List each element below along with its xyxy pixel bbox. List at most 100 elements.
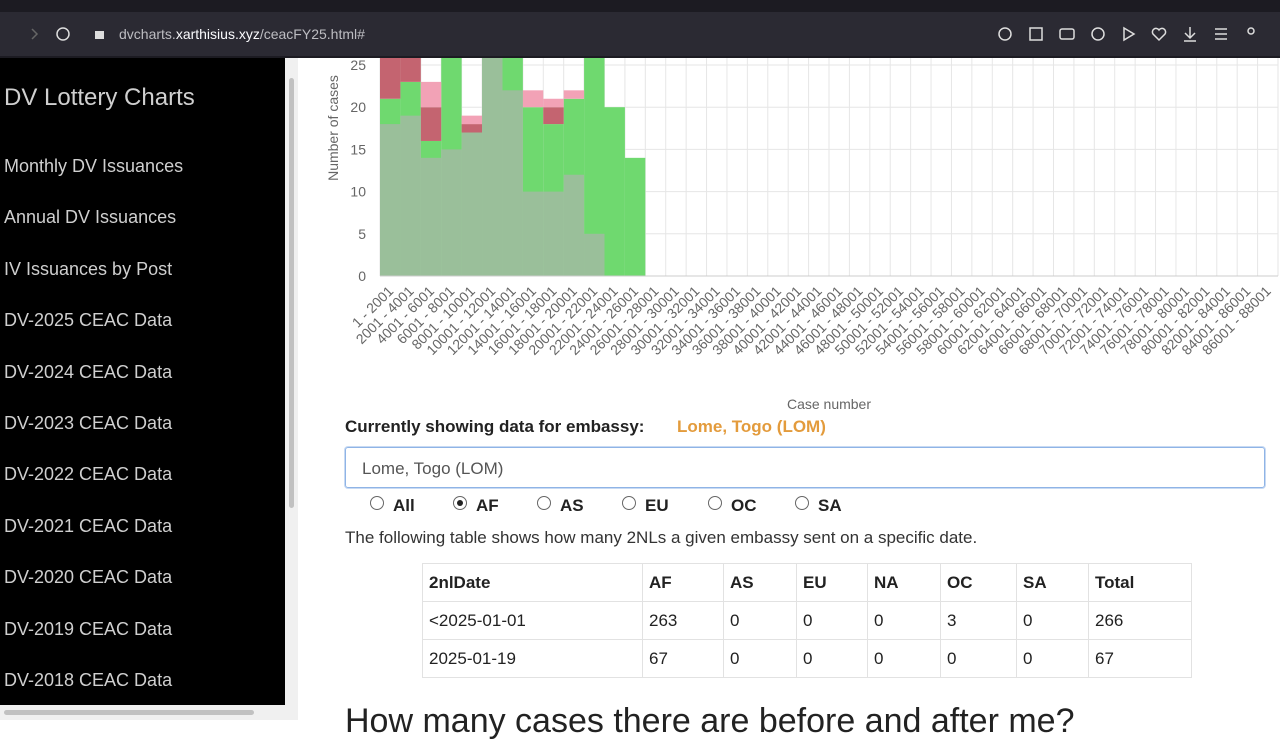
sidebar-link[interactable]: Monthly DV Issuances [4, 156, 184, 176]
scrollbar [0, 705, 298, 720]
input-text: Lome, Togo (LOM) [362, 459, 504, 478]
sidebar-link[interactable]: DV-2019 CEAC Data [4, 618, 173, 639]
scrollbar [285, 58, 298, 705]
radio-button[interactable] [708, 496, 722, 510]
shield-icon[interactable] [1091, 27, 1105, 41]
overlay-bar [461, 132, 483, 276]
overlay-bar [522, 191, 544, 276]
cell: 0 [1016, 639, 1089, 678]
forward-icon[interactable] [31, 28, 39, 40]
overlay-bar [584, 233, 605, 276]
bar-segment [380, 58, 401, 99]
table-row: <2025-01-01 263 0 0 0 3 0 266 [422, 601, 1192, 640]
radio-button[interactable] [453, 496, 467, 510]
url-path: /ceacFY25.html# [259, 26, 365, 42]
embassy-value: Lome, Togo (LOM) [677, 417, 826, 436]
embassy-label: Currently showing data for embassy: [345, 417, 645, 436]
y-tick-label: 5 [358, 226, 366, 242]
radio-label[interactable]: SA [818, 496, 842, 515]
cell: 263 [642, 601, 724, 640]
table-header: 2nlDate AF AS EU NA OC SA Total [422, 563, 1192, 602]
cell: 67 [1088, 639, 1192, 678]
play-icon[interactable] [1123, 26, 1136, 42]
radio-label[interactable]: AS [560, 496, 584, 515]
overlay-bar [502, 90, 523, 276]
reload-icon[interactable] [56, 27, 70, 41]
cell: 0 [867, 639, 941, 678]
embassy-input[interactable]: Lome, Togo (LOM) [345, 447, 1265, 488]
sidebar-link[interactable]: DV-2025 CEAC Data [4, 310, 173, 331]
header-cell: AF [642, 563, 724, 602]
bar-segment [584, 58, 605, 277]
header-cell: OC [940, 563, 1017, 602]
bar-segment [563, 90, 585, 99]
zoom-icon[interactable] [998, 27, 1012, 41]
sidebar-link[interactable]: DV-2022 CEAC Data [4, 464, 173, 485]
cell: 67 [642, 639, 724, 678]
header-cell: EU [796, 563, 868, 602]
overlay-bar [543, 191, 564, 276]
radio-button[interactable] [795, 496, 809, 510]
url-host: xarthisius.xyz [175, 26, 260, 42]
radio-label[interactable]: AF [476, 496, 499, 515]
bar-segment [420, 107, 442, 141]
browser-toolbar: dvcharts.xarthisius.xyz/ceacFY25.html# [0, 12, 1280, 56]
cell: 3 [940, 601, 1017, 640]
radio-label[interactable]: OC [731, 496, 757, 515]
cell: 2025-01-19 [422, 639, 643, 678]
header-cell: SA [1016, 563, 1089, 602]
cell: 0 [723, 639, 797, 678]
overlay-bar [441, 149, 462, 276]
menu-icon[interactable] [1215, 28, 1227, 40]
url[interactable]: dvcharts.xarthisius.xyz/ceacFY25.html# [119, 26, 365, 42]
y-tick-label: 20 [350, 99, 366, 115]
url-prefix: dvcharts. [119, 26, 176, 42]
sidebar-link[interactable]: DV-2018 CEAC Data [4, 670, 173, 690]
cell: 0 [723, 601, 797, 640]
radio-button[interactable] [370, 496, 384, 510]
sidebar-link[interactable]: DV-2021 CEAC Data [4, 515, 173, 536]
bar-segment [461, 124, 483, 133]
sidebar-link[interactable]: DV-2023 CEAC Data [4, 413, 173, 433]
bar-segment [624, 157, 646, 276]
sidebar-link[interactable]: Annual DV Issuances [4, 207, 177, 228]
y-tick-label: 15 [350, 141, 366, 157]
y-tick-label: 25 [350, 57, 366, 73]
table: 2nlDate AF AS EU NA OC SA Total <2025-01-01 263 0 0… [422, 563, 1192, 678]
bar-segment [461, 115, 483, 125]
account-icon[interactable] [1247, 27, 1255, 35]
section-heading: How many cases there are before and afte… [345, 702, 1075, 740]
heart-icon[interactable] [1151, 27, 1167, 42]
radio-label[interactable]: EU [645, 496, 669, 515]
sidebar-link[interactable]: DV-2024 CEAC Data [4, 361, 173, 382]
sidebar-link[interactable]: DV-2020 CEAC Data [4, 567, 173, 588]
header-cell: NA [867, 563, 941, 602]
bar-segment [420, 81, 442, 108]
cell: 0 [1016, 601, 1089, 640]
radio-button[interactable] [537, 496, 551, 510]
header-cell: 2nlDate [422, 563, 643, 602]
overlay-bar [380, 124, 401, 276]
cell: 266 [1088, 601, 1192, 640]
sidebar-title: DV Lottery Charts [4, 84, 195, 111]
table-row: 2025-01-19 67 0 0 0 0 0 67 [422, 639, 1192, 678]
header-cell: AS [723, 563, 797, 602]
cell: 0 [867, 601, 941, 640]
sidebar-link[interactable]: IV Issuances by Post [4, 258, 173, 279]
toolbar-icons [31, 26, 1255, 42]
cell: 0 [796, 601, 868, 640]
radio-button[interactable] [622, 496, 636, 510]
bar-segment [400, 58, 421, 82]
description: The following table shows how many 2NLs … [345, 528, 978, 547]
bar-segment [543, 98, 564, 108]
radio-label[interactable]: All [393, 496, 415, 515]
edit-icon[interactable] [1029, 27, 1043, 41]
cell: <2025-01-01 [422, 601, 643, 640]
x-axis-label: Case number [787, 396, 871, 412]
screenshot-icon[interactable] [1059, 28, 1075, 40]
download-icon[interactable] [1184, 27, 1196, 42]
cell: 0 [796, 639, 868, 678]
lock-icon [95, 31, 104, 39]
